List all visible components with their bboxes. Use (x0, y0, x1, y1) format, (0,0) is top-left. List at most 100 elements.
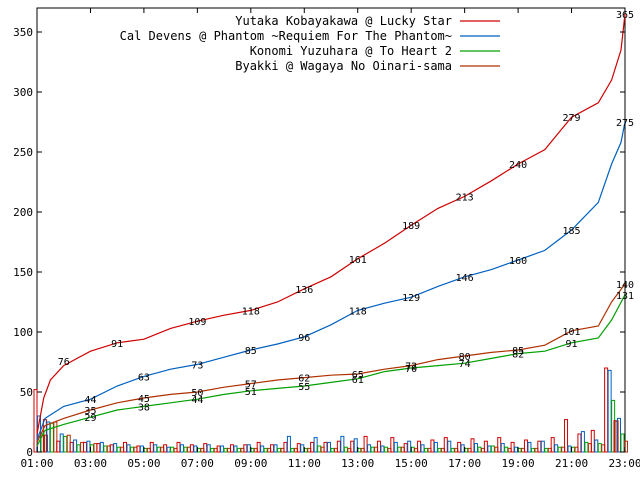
hourly-bar (470, 438, 475, 453)
hourly-bar (183, 446, 188, 453)
hourly-bar (380, 445, 385, 453)
hourly-bar (616, 417, 621, 453)
data-label: 50 (191, 388, 203, 399)
hourly-bar (550, 437, 555, 453)
hourly-bar (69, 441, 74, 453)
x-tick-label: 17:00 (448, 457, 481, 470)
hourly-bar (206, 444, 211, 453)
hourly-bar (86, 440, 91, 453)
hourly-bar (113, 443, 118, 453)
hourly-bar (336, 440, 341, 453)
hourly-bar (203, 443, 208, 453)
y-tick-label: 200 (13, 206, 33, 219)
data-label: 189 (402, 221, 420, 232)
hourly-bar (370, 446, 375, 453)
hourly-bar (437, 447, 442, 453)
hourly-bar (273, 444, 278, 453)
hourly-bar (210, 447, 215, 453)
hourly-bar (500, 443, 505, 453)
hourly-bar (457, 441, 462, 453)
hourly-bar (163, 444, 168, 453)
data-label: 96 (298, 333, 310, 344)
hourly-bar (220, 445, 225, 453)
hourly-bar (477, 446, 482, 453)
data-label: 74 (459, 359, 471, 370)
y-tick-label: 0 (26, 446, 33, 459)
hourly-bar (450, 447, 455, 453)
hourly-bar (313, 437, 318, 453)
data-label: 146 (456, 273, 474, 284)
hourly-bar (594, 439, 599, 453)
data-label: 118 (349, 306, 367, 317)
data-label: 85 (512, 346, 524, 357)
data-label: 131 (616, 291, 634, 302)
data-label: 80 (459, 352, 471, 363)
hourly-bar (483, 440, 488, 453)
hourly-bar (433, 441, 438, 453)
x-tick-label: 03:00 (74, 457, 107, 470)
hourly-bar (407, 440, 412, 453)
hourly-bar (393, 441, 398, 453)
hourly-bar (180, 444, 184, 453)
y-tick-label: 250 (13, 146, 33, 159)
hourly-bar (537, 440, 542, 453)
hourly-bar (189, 444, 194, 453)
hourly-bar (523, 439, 528, 453)
legend-label-2: Cal Devens @ Phantom ~Requiem For The Ph… (120, 29, 452, 43)
hourly-bar (126, 444, 131, 453)
data-label: 29 (84, 413, 96, 424)
hourly-bar (590, 429, 595, 453)
series-line-3 (36, 294, 626, 447)
hourly-bar (544, 447, 549, 453)
hourly-bar (156, 446, 161, 453)
hourly-bar (296, 443, 301, 453)
hourly-bar (554, 444, 559, 453)
hourly-bar (504, 446, 509, 453)
data-label: 61 (352, 375, 364, 386)
x-tick-label: 19:00 (502, 457, 535, 470)
hourly-bar (139, 445, 144, 453)
data-label: 118 (242, 306, 260, 317)
hourly-bar (350, 440, 355, 453)
data-label: 91 (111, 339, 123, 350)
hourly-bar (460, 444, 465, 453)
hourly-bar (170, 446, 175, 453)
hourly-bar (59, 433, 64, 453)
hourly-bar (56, 440, 61, 453)
x-tick-label: 07:00 (181, 457, 214, 470)
hourly-bar (497, 437, 502, 453)
hourly-bar (123, 441, 128, 453)
data-label: 57 (245, 380, 257, 391)
hourly-bar (330, 447, 335, 453)
hourly-bar (580, 431, 585, 453)
hourly-bar (607, 369, 612, 453)
hourly-bar (277, 447, 282, 453)
hourly-bar (620, 433, 625, 453)
hourly-bar (176, 441, 181, 453)
legend-label-3: Konomi Yuzuhara @ To Heart 2 (250, 44, 452, 58)
hourly-bar (527, 441, 532, 453)
series-line-4 (36, 283, 626, 443)
hourly-bar (403, 443, 408, 453)
hourly-bar (290, 447, 295, 453)
hourly-bar (300, 444, 305, 453)
x-tick-label: 09:00 (234, 457, 267, 470)
hourly-bar (424, 447, 429, 453)
data-label: 73 (191, 360, 203, 371)
hourly-bar (327, 441, 331, 453)
hourly-bar (420, 444, 425, 453)
hourly-bar (540, 440, 545, 453)
data-label: 51 (245, 387, 257, 398)
hourly-bar (323, 441, 328, 453)
data-label: 85 (245, 346, 257, 357)
hourly-bar (33, 389, 38, 453)
data-label: 365 (616, 10, 634, 21)
y-tick-label: 300 (13, 86, 33, 99)
hourly-bar (567, 445, 572, 453)
data-label: 129 (402, 293, 420, 304)
hourly-bar (270, 444, 275, 453)
hourly-bar (597, 443, 602, 453)
hourly-bar (443, 437, 448, 453)
series-line-1 (36, 13, 626, 435)
hourly-bar (447, 440, 452, 453)
